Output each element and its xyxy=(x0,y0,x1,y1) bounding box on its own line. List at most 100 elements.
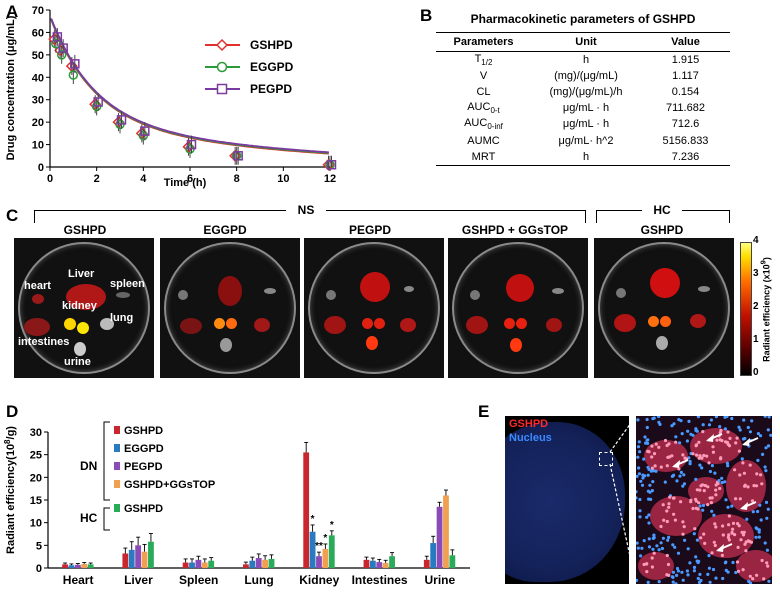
pk-value: 1.915 xyxy=(671,54,700,67)
chart-a-ytick: 0 xyxy=(38,162,44,174)
pk-row: AUC0-t μg/mL · h 711.682 xyxy=(436,100,730,116)
chart-d-bar xyxy=(182,562,189,568)
ns-group-label: NS xyxy=(286,203,326,217)
chart-d-bar xyxy=(148,541,154,568)
colorbar-tick-0: 0 xyxy=(753,367,759,378)
chart-d-legend-swatch xyxy=(114,504,120,512)
dish-1-image: Liver heart spleen kidney lung intestine… xyxy=(14,238,154,378)
organ-urine xyxy=(74,342,86,356)
chart-a-point xyxy=(140,126,150,136)
chart-d-bar xyxy=(423,559,430,568)
pk-col-parameters: Parameters xyxy=(436,32,531,52)
dish-5-image xyxy=(594,238,734,378)
chart-d-category-label: Kidney xyxy=(299,573,339,587)
chart-d-bar xyxy=(303,452,310,568)
pk-row: V (mg)/(μg/mL) 1.117 xyxy=(436,68,730,84)
pk-row: AUC0-inf μg/mL · h 712.6 xyxy=(436,116,730,132)
pk-table: Parameters Unit Value T1/2 h 1.915 V (mg)/(μ… xyxy=(436,32,730,166)
chart-d-bar xyxy=(128,549,135,568)
chart-a-xlabel: Time (h) xyxy=(164,177,207,189)
label-urine: urine xyxy=(64,356,91,368)
microscopy-zoom xyxy=(636,416,772,584)
dish-3-image xyxy=(304,238,444,378)
pk-row: CL (mg)/(μg/mL)/h 0.154 xyxy=(436,84,730,100)
chart-d-bar xyxy=(141,551,148,568)
pk-param: AUC0-t xyxy=(467,101,500,116)
chart-a-legend-label: PEGPD xyxy=(250,82,292,96)
organ-intestines xyxy=(24,318,50,336)
chart-d-bar xyxy=(369,560,376,568)
chart-d-bar xyxy=(81,563,88,568)
pk-unit: μg/mL · h xyxy=(562,118,610,131)
chart-d-bar xyxy=(322,548,329,568)
dish-label-5: GSHPD xyxy=(640,223,684,237)
microscopy-overview: GSHPD Nucleus xyxy=(505,416,629,584)
chart-d-bar xyxy=(68,565,75,568)
chart-d-bar xyxy=(255,558,262,568)
pk-param: MRT xyxy=(436,148,531,166)
dish-label-1: GSHPD xyxy=(63,223,107,237)
chart-d-bar xyxy=(389,556,395,568)
label-intestines: intestines xyxy=(18,336,70,348)
chart-a-legend-label: GSHPD xyxy=(250,38,293,52)
chart-a-point xyxy=(93,97,103,107)
panel-label-d: D xyxy=(6,402,19,421)
label-spleen: spleen xyxy=(110,278,145,290)
chart-d-bar xyxy=(87,564,94,568)
chart-a-ytick: 50 xyxy=(32,50,44,62)
chart-d-bar xyxy=(249,560,256,568)
chart-d-bar xyxy=(62,564,68,568)
colorbar-tick-2: 2 xyxy=(753,301,759,312)
chart-a-xtick: 6 xyxy=(187,173,193,185)
chart-a-point xyxy=(52,32,63,42)
chart-d-bar xyxy=(201,562,208,568)
chart-d-ytick: 5 xyxy=(36,540,42,552)
chart-d-bar xyxy=(195,559,202,568)
chart-d-legend-swatch xyxy=(114,426,120,434)
pk-table-title: Pharmacokinetic parameters of GSHPD xyxy=(470,12,696,26)
chart-d-bar xyxy=(189,562,195,568)
chart-a-xtick: 4 xyxy=(140,173,147,185)
label-heart: heart xyxy=(24,280,51,292)
chart-d-bar xyxy=(122,553,129,568)
pk-param: CL xyxy=(476,86,491,99)
chart-d-significance: * xyxy=(323,533,327,544)
colorbar-tick-1: 1 xyxy=(753,334,759,345)
chart-a-point xyxy=(70,59,80,69)
chart-a-xtick: 8 xyxy=(234,173,240,185)
chart-d-bar xyxy=(328,535,335,568)
pk-unit: μg/mL· h^2 xyxy=(558,134,614,147)
organ-kidney-left xyxy=(64,318,76,330)
chart-d-ytick: 0 xyxy=(36,563,42,575)
chart-d-legend-swatch xyxy=(114,444,120,452)
pk-value: 5156.833 xyxy=(662,134,709,147)
legend-marker xyxy=(216,61,228,73)
organ-spleen xyxy=(116,292,130,298)
chart-d-bar xyxy=(430,543,437,568)
chart-a-xtick: 0 xyxy=(47,173,53,185)
pk-unit: h xyxy=(531,148,641,166)
chart-a-point xyxy=(56,50,67,60)
chart-a-xtick: 12 xyxy=(324,173,336,185)
chart-a-point xyxy=(186,139,197,150)
pk-table-panel: Pharmacokinetic parameters of GSHPD Para… xyxy=(436,12,730,166)
organ-kidney-right xyxy=(77,322,89,334)
label-nucleus-stain: Nucleus xyxy=(509,432,552,444)
chart-d-bar xyxy=(316,556,322,568)
chart-d-legend-swatch xyxy=(114,462,120,470)
chart-d-category-label: Heart xyxy=(63,573,94,587)
chart-a-ytick: 70 xyxy=(32,5,44,17)
chart-d-ytick: 25 xyxy=(30,450,42,462)
chart-d-bar xyxy=(243,564,249,568)
chart-a-ytick: 30 xyxy=(32,95,44,107)
organ-liver xyxy=(66,284,106,310)
pk-col-value: Value xyxy=(641,32,730,52)
chart-d-bar xyxy=(135,545,142,568)
pk-col-unit: Unit xyxy=(531,32,641,52)
dish-2-image xyxy=(160,238,300,378)
chart-d-bar xyxy=(208,560,215,568)
chart-a-point xyxy=(116,115,127,125)
dish-label-4: GSHPD + GGsTOP xyxy=(461,223,569,237)
